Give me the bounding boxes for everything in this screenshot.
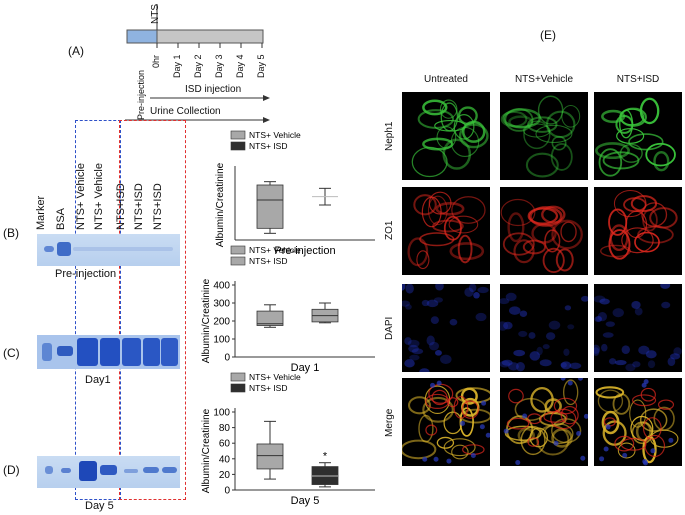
box-series xyxy=(256,420,284,480)
gel-lane-label: NTS+ISD xyxy=(115,183,127,230)
timeline-label: Day 4 xyxy=(235,54,245,78)
y-axis-label: Albumin/Creatinine xyxy=(201,408,212,493)
y-axis-label: Albumin/Creatinine xyxy=(215,162,226,247)
y-tick-label: 300 xyxy=(213,299,230,310)
legend-label: NTS+ ISD xyxy=(249,383,288,393)
box-series xyxy=(312,187,338,206)
legend-swatch xyxy=(230,130,246,140)
panel-e-letter: (E) xyxy=(540,28,556,42)
x-axis-label: Day 1 xyxy=(291,362,320,374)
microscopy-tile xyxy=(594,284,682,372)
microscopy-tile xyxy=(500,378,588,466)
isd-dashed-box xyxy=(119,120,186,500)
legend-label: NTS+ Vehicle xyxy=(249,245,301,255)
gel-lane-label: NTS+ Vehicle xyxy=(93,163,105,230)
y-tick-label: 20 xyxy=(219,470,231,481)
box-rect xyxy=(256,443,284,470)
microscopy-column-label: Untreated xyxy=(424,74,468,85)
gel-lane-label: Marker xyxy=(35,195,47,230)
microscopy-row-label: ZO1 xyxy=(384,220,395,240)
legend-swatch xyxy=(230,141,246,151)
y-tick-label: 100 xyxy=(213,408,230,419)
box-rect xyxy=(256,184,284,229)
y-tick-label: 80 xyxy=(219,423,231,434)
timeline-nts-label: NTS xyxy=(150,4,161,24)
microscopy-tile xyxy=(500,92,588,180)
y-tick-label: 100 xyxy=(213,335,230,346)
y-tick-label: 0 xyxy=(224,486,230,497)
gel-lane-label: BSA xyxy=(55,207,67,230)
microscopy-column-label: NTS+ISD xyxy=(616,74,660,85)
y-tick-label: 60 xyxy=(219,439,231,450)
arrow-isd-label: ISD injection xyxy=(185,84,242,95)
legend-swatch xyxy=(230,383,246,393)
legend-label: NTS+ Vehicle xyxy=(249,130,301,140)
y-tick-label: 200 xyxy=(213,317,230,328)
x-axis-label: Day 5 xyxy=(291,495,320,507)
gel-caption-preinjection: Pre-injection xyxy=(55,268,117,280)
panel-a-timeline xyxy=(125,4,270,123)
legend-swatch xyxy=(230,372,246,382)
timeline-ticks xyxy=(156,43,263,48)
microscopy-tile xyxy=(500,187,588,275)
timeline-pre-segment xyxy=(126,29,158,44)
gel-lane-label: NTS+ISD xyxy=(152,183,164,230)
microscopy-tile xyxy=(594,187,682,275)
legend-label: NTS+ ISD xyxy=(249,256,288,266)
box-series xyxy=(311,462,339,488)
y-tick-label: 0 xyxy=(224,353,230,364)
box-series xyxy=(256,181,284,234)
arrow-urine-label: Urine Collection xyxy=(150,106,221,117)
microscopy-tile xyxy=(402,187,490,275)
microscopy-row-label: DAPI xyxy=(384,316,395,340)
microscopy-tile xyxy=(402,378,490,466)
panel-a-letter: (A) xyxy=(68,44,84,58)
row-letter-b: (B) xyxy=(3,226,19,240)
timeline-label: Pre-injection xyxy=(136,69,146,120)
microscopy-tile xyxy=(594,378,682,466)
timeline-label: Day 1 xyxy=(172,54,182,78)
microscopy-row-label: Neph1 xyxy=(384,121,395,151)
timeline-label: 0hr xyxy=(151,54,161,68)
significance-marker: * xyxy=(323,451,328,463)
legend-swatch xyxy=(230,256,246,266)
timeline-label: Day 3 xyxy=(214,54,224,78)
y-tick-label: 400 xyxy=(213,281,230,292)
y-tick-label: 40 xyxy=(219,454,231,465)
timeline-label: Day 5 xyxy=(256,54,266,78)
y-axis-label: Albumin/Creatinine xyxy=(201,278,212,363)
legend-label: NTS+ Vehicle xyxy=(249,372,301,382)
vehicle-dashed-box xyxy=(75,120,121,500)
microscopy-tile xyxy=(402,284,490,372)
microscopy-tile xyxy=(594,92,682,180)
gel-strip-preinjection xyxy=(37,234,180,266)
gel-strip-day5 xyxy=(37,456,180,488)
timeline-days-segment xyxy=(156,29,264,44)
microscopy-row-label: Merge xyxy=(384,408,395,437)
microscopy-tile xyxy=(402,92,490,180)
box-series xyxy=(256,304,284,328)
gel-strip-day1 xyxy=(37,335,180,369)
x-axis-label: Pre-injection xyxy=(274,245,335,257)
row-letter-c: (C) xyxy=(3,346,20,360)
row-letter-d: (D) xyxy=(3,463,20,477)
legend-label: NTS+ ISD xyxy=(249,141,288,151)
gel-lane-label: NTS+ISD xyxy=(133,183,145,230)
microscopy-column-label: NTS+Vehicle xyxy=(514,74,574,85)
gel-caption-day1: Day1 xyxy=(85,374,111,386)
box-series xyxy=(311,302,339,324)
gel-lane-label: NTS+ Vehicle xyxy=(75,163,87,230)
timeline-label: Day 2 xyxy=(193,54,203,78)
box-rect xyxy=(256,310,284,326)
legend-swatch xyxy=(230,245,246,255)
microscopy-tile xyxy=(500,284,588,372)
gel-caption-day5: Day 5 xyxy=(85,500,114,512)
